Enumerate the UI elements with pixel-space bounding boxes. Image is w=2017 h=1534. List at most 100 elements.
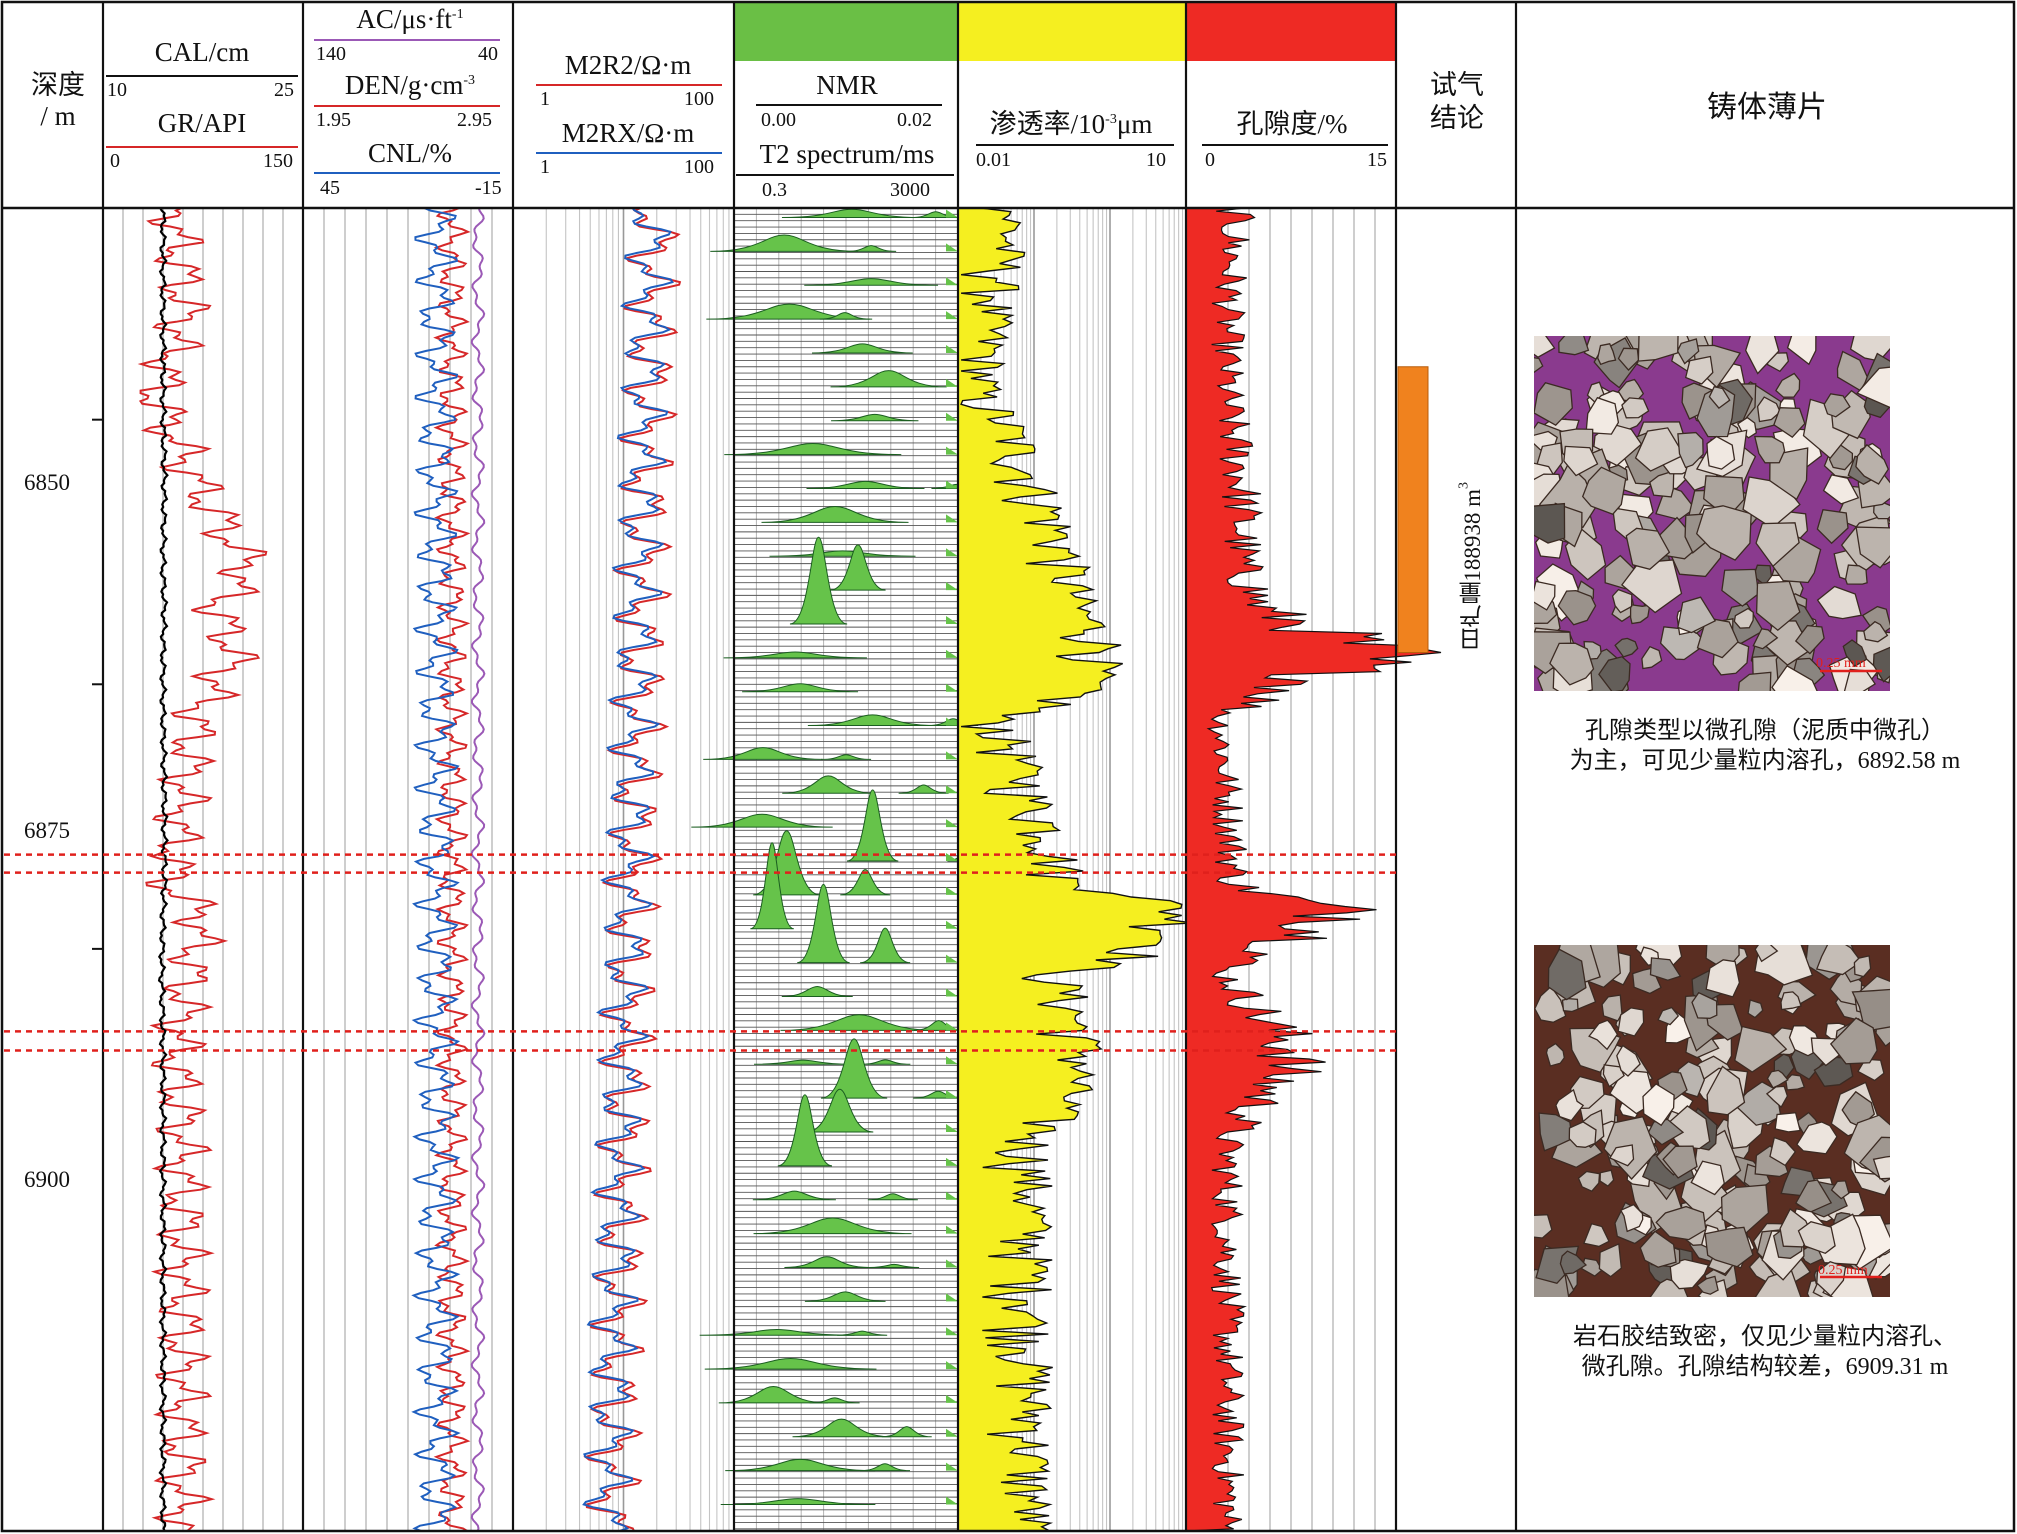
nmr-t2-spectrum bbox=[710, 234, 859, 252]
thin-section-header-label: 铸体薄片 bbox=[1707, 91, 1827, 124]
mineral-grain bbox=[1599, 1169, 1615, 1187]
mineral-grain bbox=[1733, 607, 1754, 629]
mineral-grain bbox=[1830, 1180, 1850, 1200]
nmr-t2-spectrum bbox=[831, 413, 919, 422]
nmr-edge-spike bbox=[946, 1056, 958, 1065]
nmr-edge-spike bbox=[946, 1293, 958, 1302]
mineral-grain bbox=[1619, 1203, 1644, 1233]
den-max: 2.95 bbox=[457, 109, 492, 131]
nmr-edge-spike bbox=[946, 988, 958, 997]
mineral-grain bbox=[1823, 393, 1851, 418]
mineral-grain bbox=[1815, 945, 1863, 976]
mineral-grain bbox=[1617, 1007, 1645, 1037]
mineral-grain bbox=[1842, 639, 1868, 667]
nmr-edge-spike bbox=[946, 853, 958, 862]
nmr-edge-spike bbox=[946, 1462, 958, 1471]
nmr-edge-spike bbox=[946, 1225, 958, 1234]
nmr-t2-spectrum bbox=[718, 1386, 828, 1404]
mineral-grain bbox=[1754, 945, 1779, 963]
mineral-grain bbox=[1706, 435, 1736, 470]
den-axis bbox=[314, 105, 500, 107]
gr-curve bbox=[137, 207, 268, 1532]
nmr-t2-spectrum bbox=[821, 754, 872, 760]
cnl-curve bbox=[411, 207, 461, 1532]
nmr-t2-spectrum bbox=[869, 1263, 920, 1268]
mineral-grain bbox=[1637, 336, 1679, 362]
mineral-grain bbox=[1794, 624, 1825, 655]
mineral-grain bbox=[1691, 991, 1718, 1019]
ac-axis bbox=[314, 39, 500, 41]
cnl-max: -15 bbox=[475, 177, 502, 199]
nmr-edge-spike bbox=[946, 378, 958, 387]
mineral-grain bbox=[1753, 435, 1786, 464]
mineral-grain bbox=[1598, 656, 1631, 691]
nmr-t2-spectrum bbox=[807, 714, 938, 727]
mineral-grain bbox=[1851, 988, 1890, 1033]
depth-tick-label: 6850 bbox=[24, 470, 70, 495]
mineral-grain bbox=[1677, 596, 1717, 634]
mineral-grain bbox=[1775, 372, 1801, 398]
nmr-t2-spectrum bbox=[837, 1330, 888, 1336]
mineral-grain bbox=[1692, 344, 1742, 389]
cnl-min: 45 bbox=[320, 177, 340, 199]
mineral-grain bbox=[1684, 355, 1714, 385]
track-grids bbox=[122, 207, 1376, 1531]
mineral-grain bbox=[1570, 1075, 1605, 1110]
marked-intervals bbox=[4, 853, 1396, 1052]
mineral-grain bbox=[1634, 427, 1685, 472]
nmr-edge-spike bbox=[946, 615, 958, 624]
mineral-grain bbox=[1555, 1088, 1585, 1122]
nmr-edge-spike bbox=[946, 209, 958, 218]
mineral-grain bbox=[1547, 948, 1587, 1001]
nmr-t2-spectrum bbox=[781, 985, 853, 998]
porosity-max: 15 bbox=[1367, 149, 1387, 171]
nmr-t2-spectrum bbox=[723, 651, 867, 659]
nmr-t2-spectrum bbox=[830, 544, 886, 591]
nmr-t2-spectrum bbox=[797, 883, 850, 964]
mineral-grain bbox=[1774, 1111, 1801, 1133]
mineral-grain bbox=[1534, 580, 1556, 611]
mineral-grain bbox=[1721, 568, 1760, 607]
nmr-t2-spectrum bbox=[804, 1291, 886, 1302]
nmr-edge-spike bbox=[946, 412, 958, 421]
mineral-grain bbox=[1563, 445, 1599, 477]
nmr-edge-spike bbox=[946, 446, 958, 455]
mineral-grain bbox=[1704, 1226, 1754, 1268]
nmr-t2-spectrum bbox=[792, 1418, 891, 1438]
nmr-edge-spike bbox=[946, 1157, 958, 1166]
m2rx-label: M2RX/Ω·m bbox=[561, 118, 695, 148]
m2r2-min: 1 bbox=[540, 88, 550, 110]
nmr-t2-spectrum bbox=[761, 505, 909, 523]
cal-axis bbox=[106, 75, 298, 77]
mineral-grain bbox=[1534, 502, 1566, 544]
perm-max: 10 bbox=[1146, 149, 1166, 171]
gr-axis bbox=[106, 146, 298, 148]
ac-label: AC/μs·ft-1 bbox=[356, 4, 464, 34]
nmr-t2-spectrum bbox=[720, 1498, 876, 1506]
nmr-t2-spectrum bbox=[703, 747, 823, 760]
nmr-t2-spectrum bbox=[752, 1190, 836, 1201]
mineral-grain bbox=[1769, 1136, 1797, 1167]
porosity-curve bbox=[1185, 207, 1442, 1532]
cal-label: CAL/cm bbox=[154, 37, 250, 67]
nmr-t2-spectrum bbox=[806, 480, 925, 489]
mineral-grain bbox=[1639, 1230, 1677, 1268]
nmr-t2-spectrum bbox=[784, 1256, 870, 1268]
mineral-grain bbox=[1822, 474, 1860, 505]
gr-max: 150 bbox=[263, 150, 293, 172]
nmr-edge-spike bbox=[946, 1191, 958, 1200]
nmr-edge-spike bbox=[946, 649, 958, 658]
mineral-grain bbox=[1557, 589, 1597, 626]
nmr-edge-spike bbox=[946, 1327, 958, 1336]
mineral-grain bbox=[1677, 431, 1704, 469]
nmr-t2-spectrum bbox=[691, 813, 833, 828]
gr-label: GR/API bbox=[157, 108, 247, 138]
mineral-grain bbox=[1856, 366, 1890, 409]
nmr-edge-spike bbox=[946, 1394, 958, 1403]
thin-section-caption-1: 孔隙类型以微孔隙（泥质中微孔） 为主，可见少量粒内溶孔，6892.58 m bbox=[1569, 718, 1961, 774]
nmr-t2-spectrum bbox=[780, 1014, 938, 1031]
mineral-grain bbox=[1696, 617, 1739, 659]
nmr-t2-spectrum bbox=[754, 1059, 853, 1065]
nmr-t2-spectrum bbox=[753, 830, 821, 896]
